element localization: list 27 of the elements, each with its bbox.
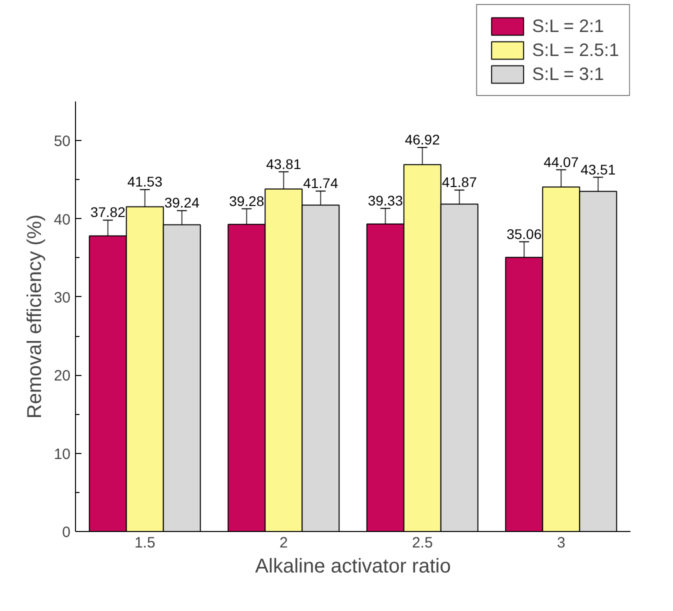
legend-label: S:L = 2.5:1: [532, 40, 619, 60]
data-label: 46.92: [404, 131, 440, 148]
x-tick-label: 1.5: [134, 534, 156, 552]
data-label: 35.06: [506, 226, 542, 242]
y-tick-label: 50: [54, 133, 71, 150]
data-label: 41.53: [127, 174, 163, 190]
y-tick-label: 0: [62, 524, 70, 541]
y-tick-label: 30: [54, 289, 71, 306]
legend-label: S:L = 3:1: [532, 64, 604, 84]
data-label: 43.81: [266, 156, 302, 172]
x-tick-label: 3: [556, 534, 566, 552]
data-label: 41.74: [303, 175, 338, 192]
data-label: 44.07: [544, 154, 579, 170]
data-label: 37.82: [90, 204, 126, 220]
data-label: 39.28: [229, 192, 264, 209]
y-tick-label: 20: [54, 368, 71, 385]
data-label: 41.87: [442, 174, 478, 190]
legend-label: S:L = 2:1: [532, 16, 604, 36]
x-tick-label: 2: [279, 534, 288, 552]
data-label: 39.33: [368, 192, 404, 208]
x-tick-label: 2.5: [412, 534, 433, 552]
y-axis-title: Removal efficiency (%): [24, 214, 46, 419]
data-label: 39.24: [164, 194, 200, 211]
y-tick-label: 10: [54, 446, 71, 463]
data-label: 43.51: [580, 161, 616, 178]
x-axis-title: Alkaline activator ratio: [255, 556, 451, 578]
y-tick-label: 40: [54, 211, 71, 228]
